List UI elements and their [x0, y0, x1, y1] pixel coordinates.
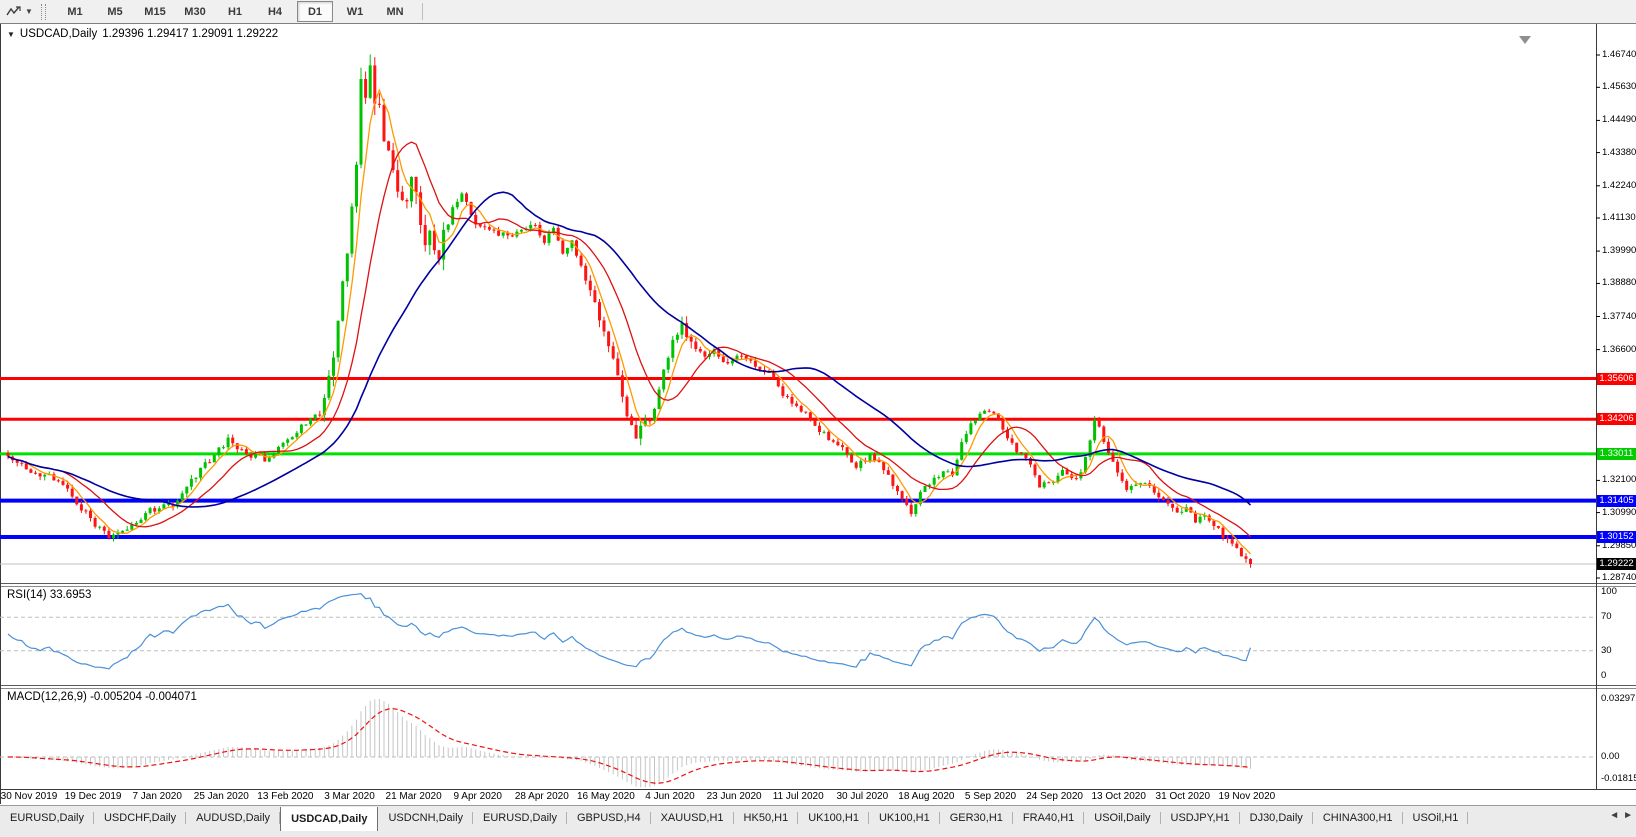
tab-eurusd-daily[interactable]: EURUSD,Daily: [0, 807, 94, 829]
price-level-badge: 1.30152: [1597, 530, 1636, 543]
current-price-badge: 1.29222: [1597, 558, 1636, 570]
tab-eurusd-daily[interactable]: EURUSD,Daily: [473, 807, 567, 829]
tab-usdcad-daily[interactable]: USDCAD,Daily: [280, 807, 379, 831]
tab-uk100-h1[interactable]: UK100,H1: [798, 807, 869, 829]
date-label: 23 Jun 2020: [706, 791, 762, 802]
timeframe-button-m1[interactable]: M1: [67, 5, 83, 18]
timeframe-button-w1[interactable]: W1: [346, 5, 364, 18]
date-label: 7 Jan 2020: [132, 791, 182, 802]
date-label: 11 Jul 2020: [772, 791, 824, 802]
dropdown-caret-icon[interactable]: ▼: [25, 7, 33, 16]
price-tick: 1.32100: [1602, 474, 1636, 486]
rsi-scale-label: 70: [1601, 611, 1612, 623]
price-tick: 1.39990: [1602, 245, 1636, 257]
date-label: 9 Apr 2020: [453, 791, 502, 802]
tab-hk50-h1[interactable]: HK50,H1: [734, 807, 799, 829]
price-tick: 1.37740: [1602, 310, 1636, 322]
rsi-label: RSI(14) 33.6953: [7, 589, 92, 601]
tab-fra40-h1[interactable]: FRA40,H1: [1013, 807, 1085, 829]
timeframe-button-d1[interactable]: D1: [297, 1, 333, 22]
date-label: 21 Mar 2020: [385, 791, 442, 802]
timeframe-button-h4[interactable]: H4: [267, 5, 283, 18]
tab-uk100-h1[interactable]: UK100,H1: [869, 807, 940, 829]
date-label: 5 Sep 2020: [964, 791, 1017, 802]
toolbar-grip[interactable]: [41, 3, 46, 20]
chart-shift-marker-icon[interactable]: [1519, 36, 1531, 44]
price-tick: 1.30990: [1602, 506, 1636, 518]
collapse-arrow-icon[interactable]: ▼: [7, 29, 15, 39]
date-label: 28 Apr 2020: [514, 791, 569, 802]
date-label: 30 Jul 2020: [836, 791, 889, 802]
chart-tab-bar: EURUSD,Daily USDCHF,Daily AUDUSD,Daily USDC…: [0, 805, 1636, 837]
tab-scroll-right-icon[interactable]: ►: [1623, 810, 1633, 821]
rsi-scale-label: 0: [1601, 670, 1607, 681]
date-label: 24 Sep 2020: [1026, 791, 1083, 802]
chart-symbol-label: USDCAD,Daily: [19, 28, 98, 40]
price-tick: 1.36600: [1602, 343, 1636, 355]
timeframe-button-m15[interactable]: M15: [144, 5, 166, 18]
price-level-badge: 1.35606: [1597, 372, 1636, 385]
price-tick: 1.45630: [1602, 81, 1636, 93]
macd-label: MACD(12,26,9) -0.005204 -0.004071: [7, 691, 197, 703]
timeframe-button-h1[interactable]: H1: [227, 5, 243, 18]
toolbar: ▼ M1 M5 M15 M30 H1 H4 D1 W1 MN: [0, 0, 1636, 24]
tab-xauusd-h1[interactable]: XAUUSD,H1: [651, 807, 734, 829]
rsi-scale-label: 100: [1601, 586, 1617, 597]
chart-ohlc-values: 1.29396 1.29417 1.29091 1.29222: [102, 28, 279, 40]
tab-china300-h1[interactable]: CHINA300,H1: [1313, 807, 1403, 829]
timeframe-button-m5[interactable]: M5: [107, 5, 123, 18]
price-level-badge: 1.33011: [1597, 447, 1636, 460]
chart-title: ▼ USDCAD,Daily 1.29396 1.29417 1.29091 1…: [7, 28, 278, 40]
date-label: 13 Oct 2020: [1091, 791, 1146, 802]
macd-scale-label: 0.00: [1601, 751, 1620, 762]
price-tick: 1.44490: [1602, 114, 1636, 126]
date-label: 19 Nov 2020: [1218, 791, 1276, 802]
tab-usoil-h1[interactable]: USOil,H1: [1403, 807, 1469, 829]
price-level-badge: 1.34206: [1597, 413, 1636, 426]
price-tick: 1.38880: [1602, 277, 1636, 289]
tab-scroll-buttons: ◄ ►: [1609, 810, 1633, 821]
date-label: 25 Jan 2020: [193, 791, 249, 802]
price-tick: 1.42240: [1602, 179, 1636, 191]
tab-gbpusd-h4[interactable]: GBPUSD,H4: [567, 807, 651, 829]
timeframe-button-group: M1 M5 M15 M30 H1 H4 D1 W1 MN: [55, 1, 415, 22]
price-tick: 1.43380: [1602, 146, 1636, 158]
tab-ger30-h1[interactable]: GER30,H1: [940, 807, 1014, 829]
date-label: 19 Dec 2019: [64, 791, 122, 802]
tab-audusd-daily[interactable]: AUDUSD,Daily: [186, 807, 281, 829]
price-tick: 1.46740: [1602, 49, 1636, 60]
price-tick: 1.41130: [1602, 212, 1636, 223]
macd-scale-label: 0.032972: [1601, 693, 1636, 704]
tab-usdchf-daily[interactable]: USDCHF,Daily: [94, 807, 187, 829]
date-label: 18 Aug 2020: [898, 791, 955, 802]
timeframe-button-mn[interactable]: MN: [386, 5, 404, 18]
date-label: 3 Mar 2020: [324, 791, 375, 802]
tab-dj30-daily[interactable]: DJ30,Daily: [1240, 807, 1314, 829]
cursor-tool-icon[interactable]: [3, 3, 23, 21]
macd-scale-label: -0.01815: [1601, 773, 1636, 784]
toolbar-separator: [422, 3, 423, 20]
timeframe-button-m30[interactable]: M30: [184, 5, 206, 18]
date-label: 13 Feb 2020: [257, 791, 314, 802]
tab-usoil-daily[interactable]: USOil,Daily: [1084, 807, 1161, 829]
price-level-badge: 1.31405: [1597, 494, 1636, 507]
tab-usdcnh-daily[interactable]: USDCNH,Daily: [378, 807, 473, 829]
date-label: 30 Nov 2019: [0, 791, 58, 802]
date-label: 31 Oct 2020: [1155, 791, 1211, 802]
tab-scroll-left-icon[interactable]: ◄: [1609, 810, 1620, 821]
price-tick: 1.28740: [1602, 572, 1636, 583]
price-tick: 1.29850: [1602, 539, 1636, 551]
date-label: 16 May 2020: [576, 791, 635, 802]
date-label: 4 Jun 2020: [645, 791, 695, 802]
tab-usdjpy-h1[interactable]: USDJPY,H1: [1161, 807, 1240, 829]
rsi-scale-label: 30: [1601, 644, 1612, 656]
